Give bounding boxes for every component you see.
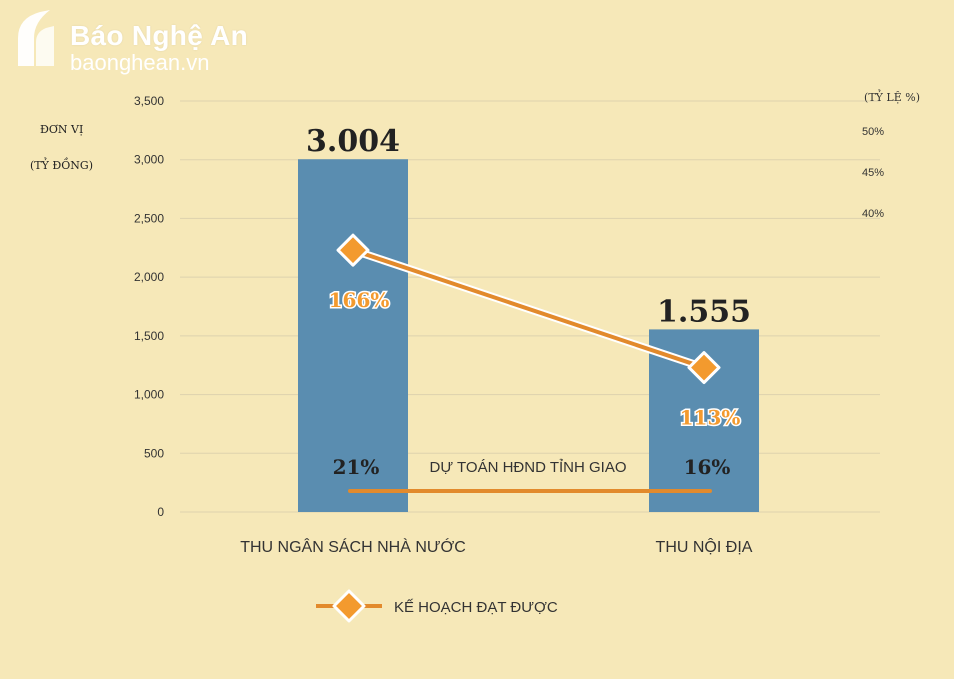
plan-line	[352, 248, 705, 370]
right-tick-label: 50%	[862, 126, 884, 138]
y-tick-label: 2,500	[134, 211, 164, 225]
estimate-pct-label: 16%	[684, 455, 731, 479]
category-label: THU NGÂN SÁCH NHÀ NƯỚC	[240, 537, 466, 556]
y-tick-label: 500	[144, 446, 164, 460]
y-tick-label: 0	[157, 505, 164, 519]
plan-marker	[336, 233, 370, 267]
right-tick-label: 40%	[862, 208, 884, 220]
y-tick-label: 1,000	[134, 388, 164, 402]
plan-marker	[687, 351, 721, 385]
y-tick-label: 1,500	[134, 329, 164, 343]
estimate-pct-label: 21%	[333, 455, 380, 479]
right-tick-label: 45%	[862, 167, 884, 179]
bar-value-label: 1.555	[657, 294, 751, 329]
y-tick-label: 2,000	[134, 270, 164, 284]
left-axis-label-line1: ĐƠN VỊ	[40, 123, 84, 136]
brand-url: baonghean.vn	[70, 50, 210, 75]
legend-marker	[332, 589, 366, 623]
left-axis-label-line2: (TỶ ĐỒNG)	[30, 159, 93, 172]
na-logo-icon	[18, 10, 54, 66]
brand-name: Báo Nghệ An	[70, 20, 249, 51]
category-label: THU NỘI ĐỊA	[656, 537, 753, 556]
y-tick-label: 3,500	[134, 94, 164, 108]
bar	[298, 159, 408, 512]
legend-label: KẾ HOẠCH ĐẠT ĐƯỢC	[394, 599, 558, 616]
bar-value-label: 3.004	[306, 124, 400, 159]
right-axis-label: (TỶ LỆ %)	[864, 89, 920, 104]
y-tick-label: 3,000	[134, 153, 164, 167]
plan-pct-label: 166%	[329, 288, 390, 312]
plan-pct-label: 113%	[680, 406, 741, 430]
estimate-label: DỰ TOÁN HĐND TỈNH GIAO	[430, 459, 627, 476]
logo: Báo Nghệ An baonghean.vn	[10, 8, 260, 75]
